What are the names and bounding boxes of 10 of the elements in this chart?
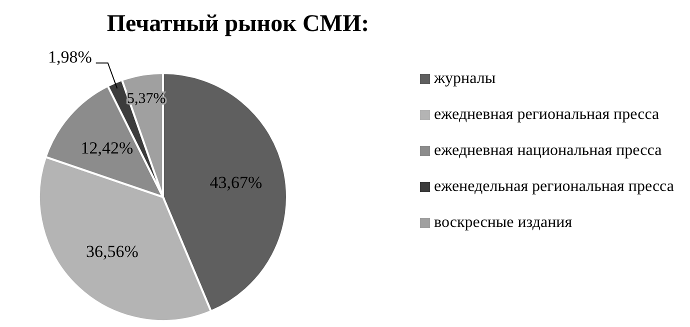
data-label: 12,42% bbox=[80, 138, 134, 158]
legend-label: еженедельная региональная пресса bbox=[434, 177, 674, 197]
chart-title: Печатный рынок СМИ: bbox=[106, 11, 370, 37]
legend-label: ежедневная национальная пресса bbox=[434, 141, 662, 161]
data-label: 1,98% bbox=[48, 47, 92, 66]
legend-label: журналы bbox=[434, 69, 496, 89]
data-label: 43,67% bbox=[210, 172, 262, 192]
legend-label: ежедневная региональная пресса bbox=[434, 105, 660, 125]
legend-label: воскресные издания bbox=[434, 213, 572, 233]
data-label: 36,56% bbox=[86, 242, 138, 261]
